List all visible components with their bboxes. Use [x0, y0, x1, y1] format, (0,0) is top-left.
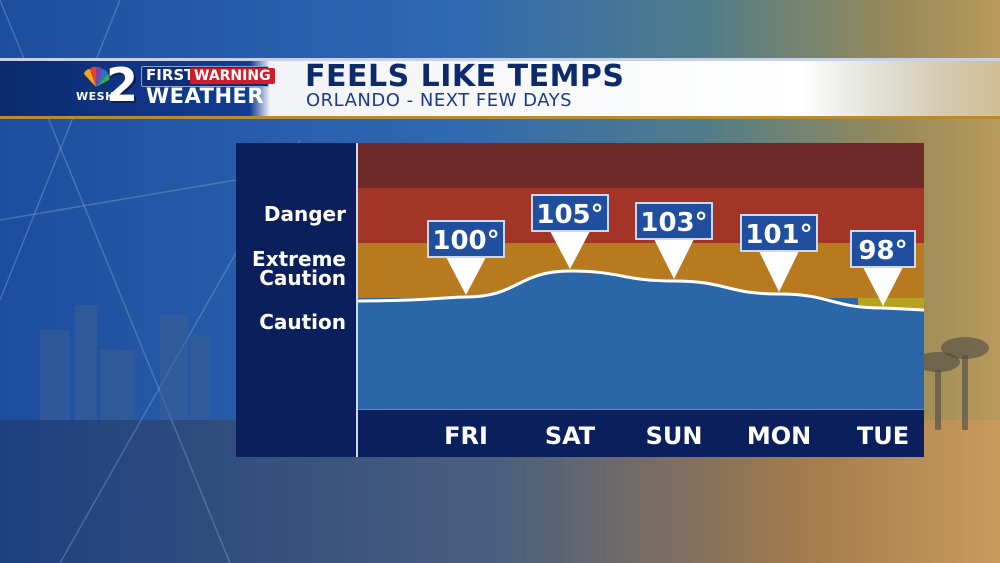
value-callout	[531, 194, 609, 232]
value-label: 98°	[858, 236, 907, 266]
value-label: 103°	[640, 208, 707, 238]
zone-label-danger: Danger	[264, 202, 346, 226]
value-label: 105°	[536, 200, 603, 230]
value-label: 100°	[432, 226, 499, 256]
day-label: TUE	[857, 422, 909, 450]
feels-like-chart: DangerExtremeCautionCaution100°FRI105°SA…	[236, 143, 924, 457]
heat-line	[357, 269, 924, 312]
page-subtitle: ORLANDO - NEXT FEW DAYS	[306, 90, 573, 111]
day-label: SUN	[646, 422, 703, 450]
zone-label-panel	[236, 143, 356, 457]
callout-pointer	[654, 239, 694, 279]
heat-area	[358, 271, 924, 409]
brand-weather: WEATHER	[146, 84, 265, 108]
value-label: 101°	[745, 220, 812, 250]
callout-pointer	[446, 257, 486, 295]
channel-number: 2	[106, 58, 139, 112]
value-callout	[850, 230, 916, 268]
day-label: SAT	[545, 422, 596, 450]
brand-warning: WARNING	[190, 68, 275, 84]
zone-label-extreme-caution: Extreme	[252, 247, 346, 271]
page-title: FEELS LIKE TEMPS	[305, 59, 625, 94]
zone-danger-upper	[358, 143, 924, 188]
value-callout	[740, 214, 818, 252]
day-label: MON	[747, 422, 811, 450]
station-call-sign: WESH	[76, 90, 115, 103]
zone-label-caution: Caution	[259, 310, 346, 334]
value-callout	[635, 202, 713, 240]
peacock-icon	[84, 66, 110, 87]
panel-divider	[356, 143, 358, 457]
callout-pointer	[759, 251, 799, 292]
callout-pointer	[550, 231, 590, 269]
day-label: FRI	[444, 422, 488, 450]
day-axis-band	[358, 409, 924, 457]
callout-pointer	[863, 267, 903, 306]
brand-first: FIRST	[146, 66, 195, 84]
value-callout	[427, 220, 505, 258]
zone-label-extreme-caution: Caution	[259, 266, 346, 290]
